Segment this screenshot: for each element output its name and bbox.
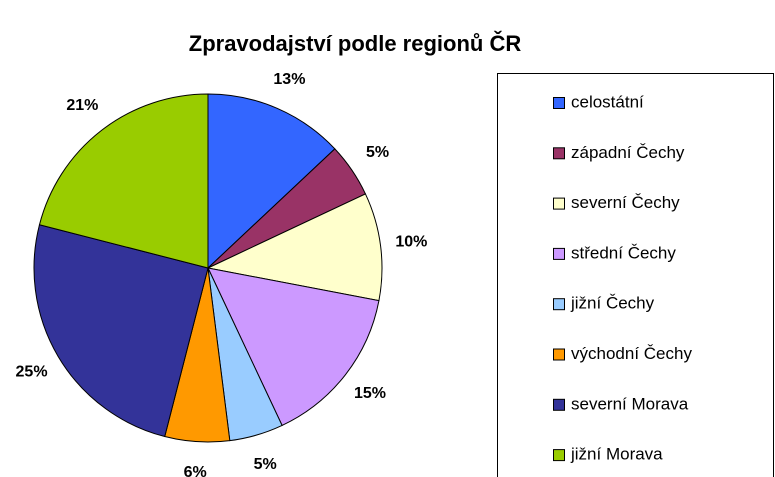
legend-swatch xyxy=(553,449,565,462)
legend-swatch xyxy=(553,197,565,210)
data-label: 25% xyxy=(16,364,48,381)
legend-label: jižní Morava xyxy=(570,445,663,464)
legend-label: západní Čechy xyxy=(571,143,685,162)
legend-label: celostátní xyxy=(571,92,644,111)
legend-swatch xyxy=(553,247,565,260)
legend-label: severní Čechy xyxy=(571,193,680,212)
data-label: 13% xyxy=(273,71,305,88)
pie-slice xyxy=(207,267,380,427)
data-label: 21% xyxy=(66,97,98,114)
legend-swatch xyxy=(553,97,565,109)
legend-box xyxy=(497,73,774,477)
legend-swatch xyxy=(553,298,565,311)
legend-label: střední Čechy xyxy=(571,243,676,262)
data-label: 5% xyxy=(366,144,389,161)
legend-swatch xyxy=(553,348,565,361)
legend-label: jižní Čechy xyxy=(570,294,655,313)
data-label: 15% xyxy=(354,385,386,402)
data-label: 6% xyxy=(184,464,207,477)
data-label: 10% xyxy=(395,234,427,251)
pie-slice xyxy=(206,193,383,302)
pie-slice xyxy=(207,93,336,270)
data-label: 5% xyxy=(254,456,277,473)
legend-swatch xyxy=(553,398,565,411)
pie-slice xyxy=(38,93,209,269)
pie-slice xyxy=(33,224,209,438)
chart-title: Zpravodajství podle regionů ČR xyxy=(189,31,522,56)
legend-swatch xyxy=(553,147,565,160)
legend-label: východní Čechy xyxy=(571,344,692,363)
legend-label: severní Morava xyxy=(571,394,689,413)
